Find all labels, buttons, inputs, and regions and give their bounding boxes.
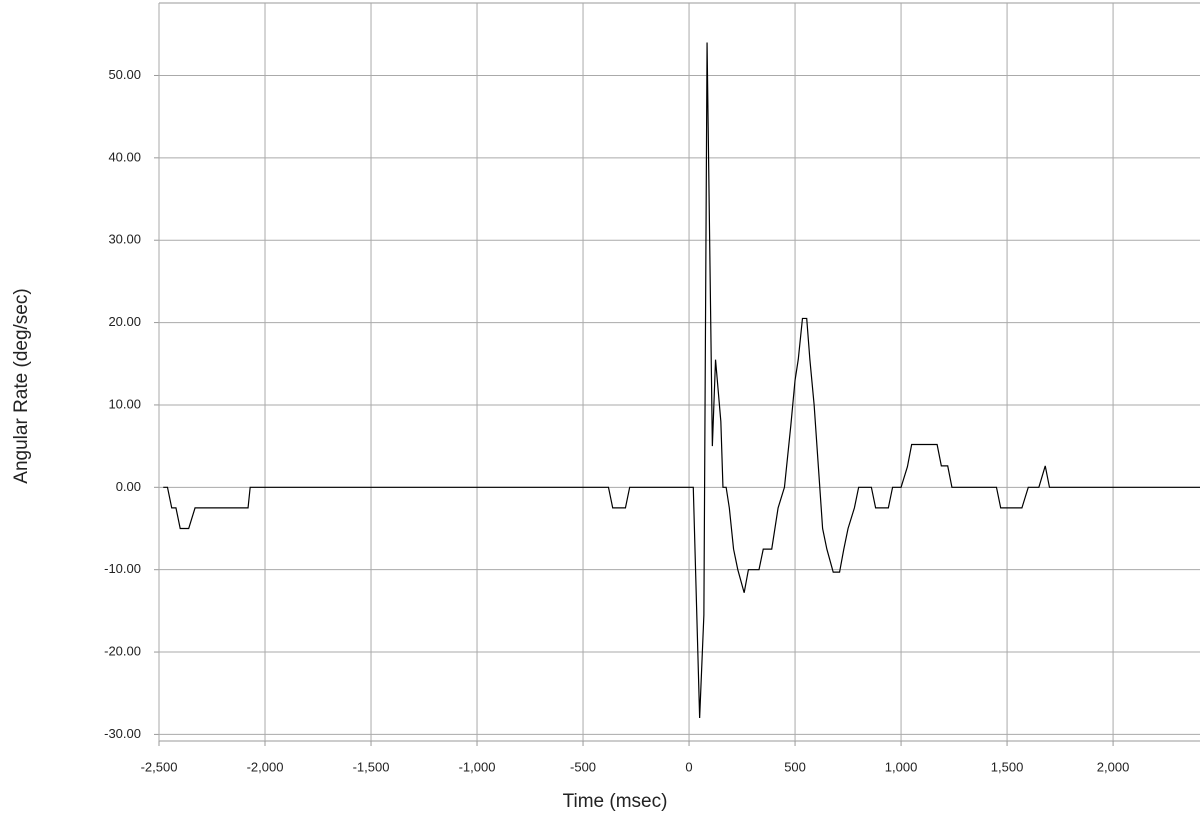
y-tick-label: 20.00 [108, 314, 141, 329]
data-line [163, 42, 1200, 718]
y-tick-label: -30.00 [104, 726, 141, 741]
x-tick-label: -2,500 [141, 759, 178, 774]
x-tick-label: -1,000 [459, 759, 496, 774]
x-tick-label: -2,000 [247, 759, 284, 774]
x-tick-label: 1,500 [991, 759, 1024, 774]
y-tick-label: -20.00 [104, 643, 141, 658]
x-tick-label: -1,500 [353, 759, 390, 774]
y-axis-title: Angular Rate (deg/sec) [11, 288, 32, 483]
y-tick-label: 40.00 [108, 149, 141, 164]
y-tick-label: 10.00 [108, 396, 141, 411]
x-axis-title: Time (msec) [563, 791, 668, 812]
x-tick-label: 0 [685, 759, 692, 774]
y-tick-label: -10.00 [104, 561, 141, 576]
y-tick-label: 50.00 [108, 67, 141, 82]
x-tick-label: 1,000 [885, 759, 918, 774]
x-tick-label: 500 [784, 759, 806, 774]
x-tick-label: -500 [570, 759, 596, 774]
y-tick-label: 30.00 [108, 232, 141, 247]
y-tick-label: 0.00 [116, 479, 141, 494]
x-tick-label: 2,000 [1097, 759, 1130, 774]
